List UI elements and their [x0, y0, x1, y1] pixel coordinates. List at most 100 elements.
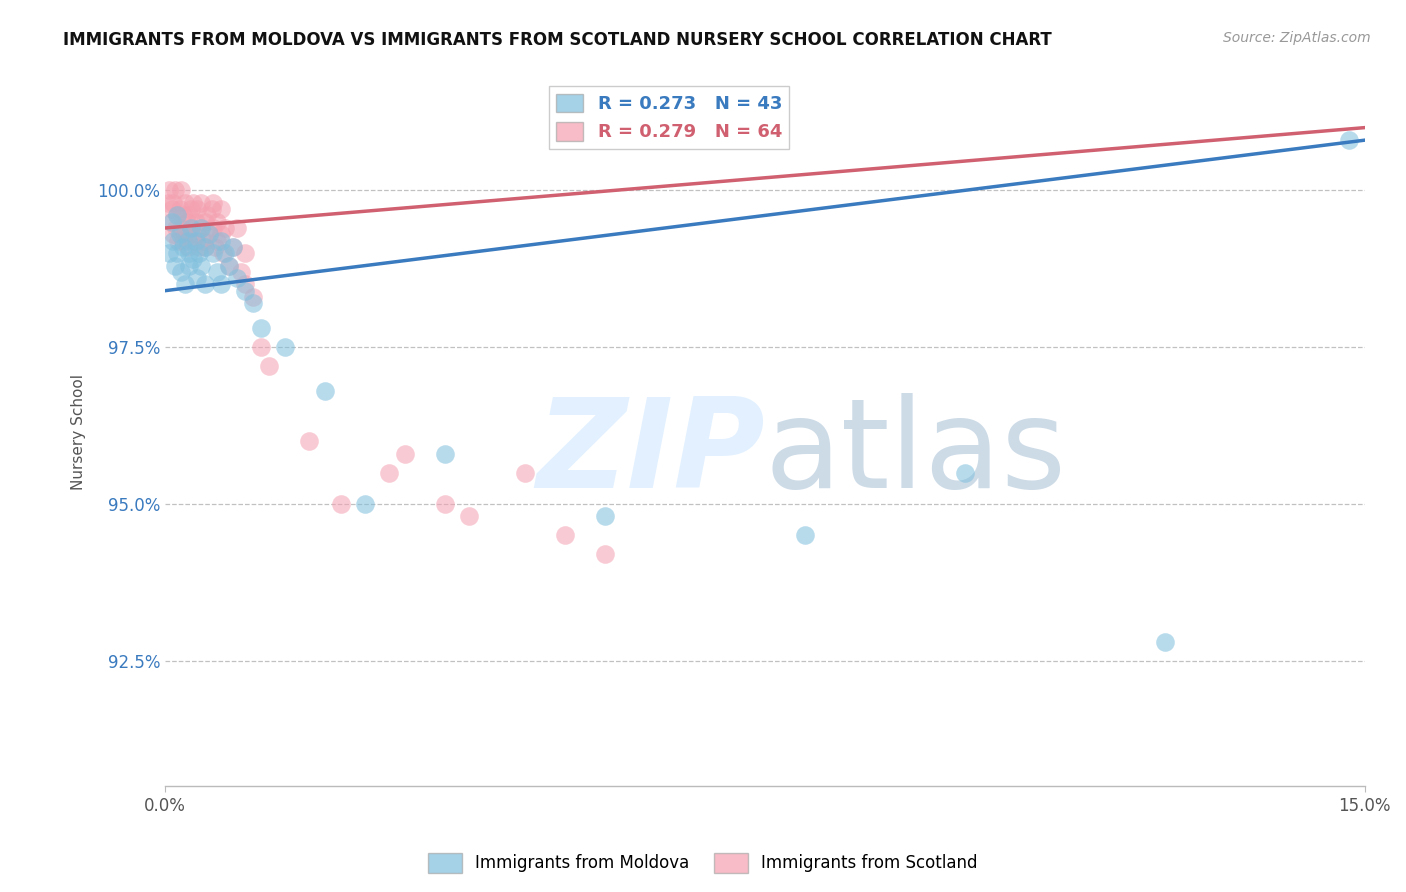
- Point: [218, 259, 240, 273]
- Point: [176, 234, 198, 248]
- Point: [169, 202, 191, 216]
- Point: [593, 509, 616, 524]
- Point: [513, 466, 536, 480]
- Point: [198, 227, 221, 242]
- Point: [354, 497, 377, 511]
- Point: [211, 246, 233, 260]
- Point: [205, 234, 228, 248]
- Point: [186, 227, 208, 242]
- Point: [218, 259, 240, 273]
- Point: [298, 434, 321, 449]
- Text: Source: ZipAtlas.com: Source: ZipAtlas.com: [1223, 31, 1371, 45]
- Point: [169, 227, 191, 242]
- Point: [174, 195, 197, 210]
- Point: [209, 277, 232, 292]
- Point: [554, 528, 576, 542]
- Point: [186, 271, 208, 285]
- Point: [156, 195, 179, 210]
- Point: [179, 259, 201, 273]
- Text: atlas: atlas: [765, 392, 1067, 514]
- Point: [1337, 133, 1360, 147]
- Point: [172, 240, 194, 254]
- Point: [274, 340, 297, 354]
- Point: [194, 215, 217, 229]
- Point: [190, 221, 212, 235]
- Point: [257, 359, 280, 373]
- Point: [233, 284, 256, 298]
- Point: [209, 227, 232, 242]
- Point: [174, 227, 197, 242]
- Point: [184, 215, 207, 229]
- Point: [170, 265, 193, 279]
- Point: [593, 547, 616, 561]
- Point: [180, 221, 202, 235]
- Point: [205, 265, 228, 279]
- Point: [202, 221, 225, 235]
- Point: [184, 234, 207, 248]
- Point: [180, 221, 202, 235]
- Point: [167, 234, 190, 248]
- Point: [157, 183, 180, 197]
- Point: [166, 246, 188, 260]
- Point: [200, 202, 222, 216]
- Point: [194, 277, 217, 292]
- Point: [202, 195, 225, 210]
- Point: [394, 447, 416, 461]
- Point: [190, 221, 212, 235]
- Point: [953, 466, 976, 480]
- Point: [209, 202, 232, 216]
- Point: [174, 277, 197, 292]
- Point: [170, 183, 193, 197]
- Point: [190, 259, 212, 273]
- Point: [162, 234, 184, 248]
- Legend: Immigrants from Moldova, Immigrants from Scotland: Immigrants from Moldova, Immigrants from…: [422, 847, 984, 880]
- Point: [187, 246, 209, 260]
- Point: [157, 246, 180, 260]
- Point: [162, 227, 184, 242]
- Point: [179, 227, 201, 242]
- Point: [179, 208, 201, 222]
- Y-axis label: Nursery School: Nursery School: [72, 374, 86, 490]
- Point: [186, 202, 208, 216]
- Point: [181, 195, 204, 210]
- Point: [160, 202, 183, 216]
- Point: [165, 221, 187, 235]
- Point: [330, 497, 353, 511]
- Point: [458, 509, 481, 524]
- Point: [194, 240, 217, 254]
- Point: [222, 240, 245, 254]
- Point: [250, 321, 273, 335]
- Point: [378, 466, 401, 480]
- Text: IMMIGRANTS FROM MOLDOVA VS IMMIGRANTS FROM SCOTLAND NURSERY SCHOOL CORRELATION C: IMMIGRANTS FROM MOLDOVA VS IMMIGRANTS FR…: [63, 31, 1052, 49]
- Legend: R = 0.273   N = 43, R = 0.279   N = 64: R = 0.273 N = 43, R = 0.279 N = 64: [548, 87, 789, 149]
- Point: [231, 265, 253, 279]
- Point: [1153, 635, 1175, 649]
- Point: [214, 246, 236, 260]
- Point: [159, 215, 181, 229]
- Point: [160, 215, 183, 229]
- Point: [434, 447, 457, 461]
- Point: [166, 208, 188, 222]
- Text: ZIP: ZIP: [536, 392, 765, 514]
- Point: [163, 183, 186, 197]
- Point: [209, 234, 232, 248]
- Point: [172, 234, 194, 248]
- Point: [193, 234, 215, 248]
- Point: [242, 290, 264, 304]
- Point: [194, 240, 217, 254]
- Point: [176, 240, 198, 254]
- Point: [195, 208, 218, 222]
- Point: [187, 240, 209, 254]
- Point: [181, 252, 204, 267]
- Point: [170, 221, 193, 235]
- Point: [226, 221, 249, 235]
- Point: [176, 215, 198, 229]
- Point: [166, 208, 188, 222]
- Point: [202, 246, 225, 260]
- Point: [172, 208, 194, 222]
- Point: [180, 202, 202, 216]
- Point: [181, 234, 204, 248]
- Point: [222, 240, 245, 254]
- Point: [163, 259, 186, 273]
- Point: [204, 240, 226, 254]
